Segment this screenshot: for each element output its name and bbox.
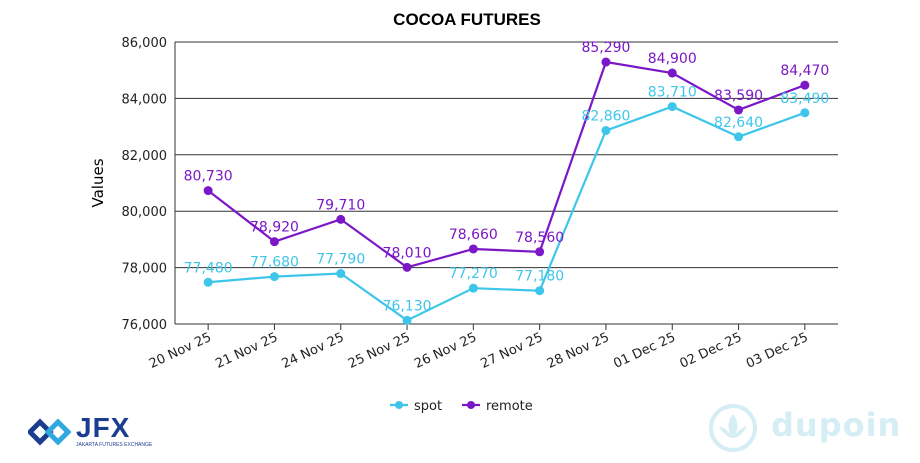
legend-item-remote[interactable]: remote <box>462 399 533 414</box>
x-tick-label: 24 Nov 25 <box>280 330 347 372</box>
data-label-remote: 84,470 <box>780 63 829 79</box>
data-label-remote: 78,660 <box>449 227 498 243</box>
data-label-remote: 78,920 <box>250 220 299 236</box>
data-point-spot[interactable] <box>336 269 346 279</box>
data-label-spot: 82,860 <box>581 109 630 125</box>
y-tick-label: 80,000 <box>122 205 168 220</box>
data-label-remote: 78,010 <box>383 245 432 261</box>
x-tick-label: 27 Nov 25 <box>479 330 546 372</box>
x-tick-label: 28 Nov 25 <box>545 330 612 372</box>
data-label-remote: 78,560 <box>515 230 564 246</box>
grid <box>175 41 838 325</box>
x-tick-label: 25 Nov 25 <box>346 330 413 372</box>
data-point-spot[interactable] <box>402 315 412 325</box>
chart-title: COCOA FUTURES <box>393 10 541 29</box>
data-point-remote[interactable] <box>203 186 213 196</box>
data-point-spot[interactable] <box>269 272 279 282</box>
legend-label: remote <box>486 399 533 414</box>
x-tick-label: 01 Dec 25 <box>611 330 678 372</box>
y-tick-label: 78,000 <box>122 262 168 277</box>
data-label-remote: 79,710 <box>316 197 365 213</box>
data-point-spot[interactable] <box>601 126 611 136</box>
data-point-spot[interactable] <box>535 286 545 296</box>
data-point-remote[interactable] <box>336 214 346 224</box>
series-line-spot <box>208 105 806 322</box>
dupoin-logo-text: dupoin <box>771 406 902 444</box>
data-point-spot[interactable] <box>800 108 810 118</box>
legend-marker-icon <box>467 401 475 409</box>
data-point-remote[interactable] <box>667 68 677 78</box>
y-tick-label: 86,000 <box>122 36 168 51</box>
data-label-spot: 77,680 <box>250 255 299 271</box>
series-line-remote <box>207 60 806 269</box>
jfx-logo-icon <box>28 418 72 446</box>
data-point-remote[interactable] <box>601 57 611 67</box>
jfx-logo-text: JFX <box>76 412 131 443</box>
data-label-remote: 84,900 <box>648 51 697 67</box>
data-labels: 77,480 77,680 77,790 76,130 77,270 77,180 82,8… <box>184 40 830 314</box>
data-point-remote[interactable] <box>468 244 478 254</box>
y-axis-label: Values <box>89 158 107 207</box>
dupoin-logo-icon <box>709 404 757 452</box>
data-point-remote[interactable] <box>535 247 545 257</box>
data-point-remote[interactable] <box>734 105 744 115</box>
data-label-spot: 76,130 <box>383 298 432 314</box>
x-tick-label: 21 Nov 25 <box>213 330 280 372</box>
data-point-remote[interactable] <box>402 262 412 272</box>
data-label-remote: 80,730 <box>184 169 233 185</box>
y-tick-label: 82,000 <box>122 149 168 164</box>
data-point-remote[interactable] <box>269 237 279 247</box>
y-tick-label: 76,000 <box>122 318 168 333</box>
x-tick-label: 26 Nov 25 <box>412 330 479 372</box>
dupoin-logo: dupoin <box>705 400 900 452</box>
data-point-spot[interactable] <box>667 102 677 112</box>
data-label-spot: 77,790 <box>316 252 365 268</box>
data-label-spot: 83,710 <box>648 85 697 101</box>
x-tick-label: 03 Dec 25 <box>744 330 811 372</box>
y-tick-label: 84,000 <box>122 92 168 107</box>
data-point-spot[interactable] <box>734 132 744 142</box>
legend-item-spot[interactable]: spot <box>390 399 442 414</box>
series <box>203 57 810 325</box>
jfx-logo: JFX JAKARTA FUTURES EXCHANGE <box>28 412 158 452</box>
jfx-logo-subtitle: JAKARTA FUTURES EXCHANGE <box>76 442 153 448</box>
data-point-remote[interactable] <box>800 80 810 90</box>
legend-label: spot <box>414 399 442 414</box>
data-label-remote: 83,590 <box>714 88 763 104</box>
data-label-spot: 77,180 <box>515 269 564 285</box>
legend-marker-icon <box>395 401 403 409</box>
x-tick-label: 02 Dec 25 <box>678 330 745 372</box>
x-tick-label: 20 Nov 25 <box>147 330 214 372</box>
data-label-spot: 77,480 <box>184 260 233 276</box>
data-label-spot: 83,490 <box>780 91 829 107</box>
data-point-spot[interactable] <box>468 283 478 293</box>
data-label-spot: 82,640 <box>714 115 763 131</box>
data-label-spot: 77,270 <box>449 266 498 282</box>
data-point-spot[interactable] <box>203 277 213 287</box>
legend[interactable]: spot remote <box>390 399 533 414</box>
data-label-remote: 85,290 <box>581 40 630 56</box>
